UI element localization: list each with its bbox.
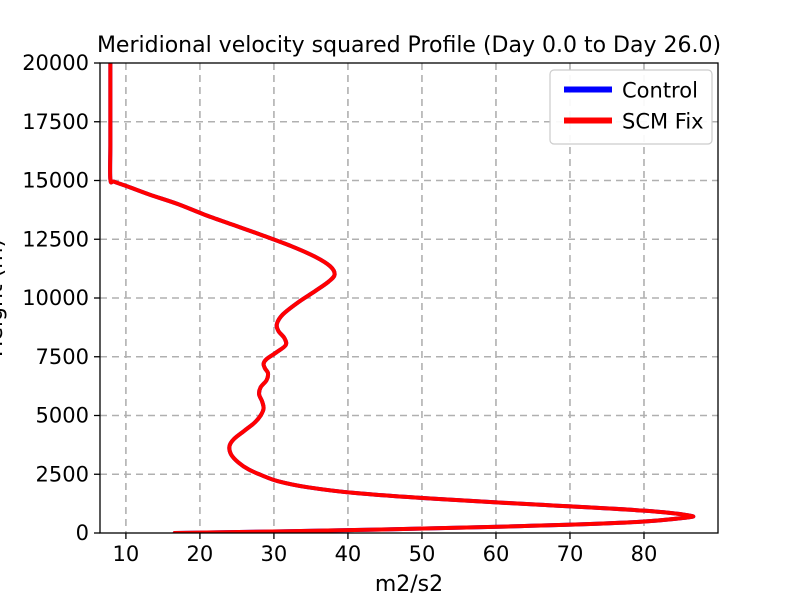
x-axis-label: m2/s2: [375, 572, 443, 597]
y-tick-label: 20000: [22, 51, 89, 75]
x-tick-label: 70: [557, 542, 584, 566]
x-tick-label: 80: [631, 542, 658, 566]
x-tick-label: 60: [483, 542, 510, 566]
y-tick-label: 2500: [36, 462, 89, 486]
y-tick-label: 0: [76, 521, 89, 545]
legend-label-scm-fix: SCM Fix: [622, 110, 704, 134]
x-tick-label: 20: [187, 542, 214, 566]
data-series-layer: [108, 63, 696, 533]
chart-title: Meridional velocity squared Profile (Day…: [97, 33, 721, 58]
legend[interactable]: Control SCM Fix: [549, 69, 713, 145]
y-tick-label: 7500: [36, 345, 89, 369]
tick-marks-and-labels: 10 20 30 40 50 60 70 80 0 2500 5000 7500 10000 12500 1…: [22, 51, 657, 566]
legend-label-control: Control: [622, 79, 698, 103]
x-tick-label: 10: [113, 542, 140, 566]
x-tick-label: 50: [409, 542, 436, 566]
y-tick-label: 12500: [22, 227, 89, 251]
x-tick-label: 40: [335, 542, 362, 566]
x-tick-label: 30: [261, 542, 288, 566]
y-tick-label: 10000: [22, 286, 89, 310]
y-tick-label: 15000: [22, 169, 89, 193]
y-tick-label: 17500: [22, 110, 89, 134]
series-line-scm-fix: [108, 63, 696, 533]
y-axis-label: Height (m): [0, 239, 8, 357]
y-tick-label: 5000: [36, 404, 89, 428]
